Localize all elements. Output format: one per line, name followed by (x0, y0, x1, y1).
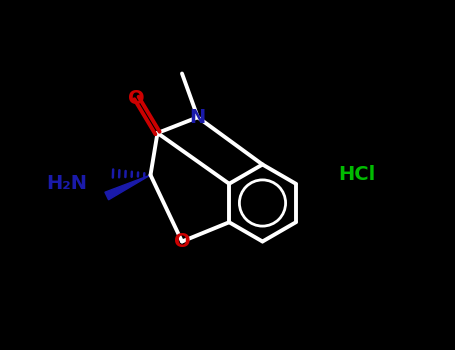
Text: N: N (190, 108, 206, 127)
Text: HCl: HCl (339, 166, 376, 184)
Text: H₂N: H₂N (46, 174, 87, 193)
Text: O: O (174, 232, 190, 251)
Text: O: O (128, 89, 145, 107)
Polygon shape (105, 175, 151, 200)
